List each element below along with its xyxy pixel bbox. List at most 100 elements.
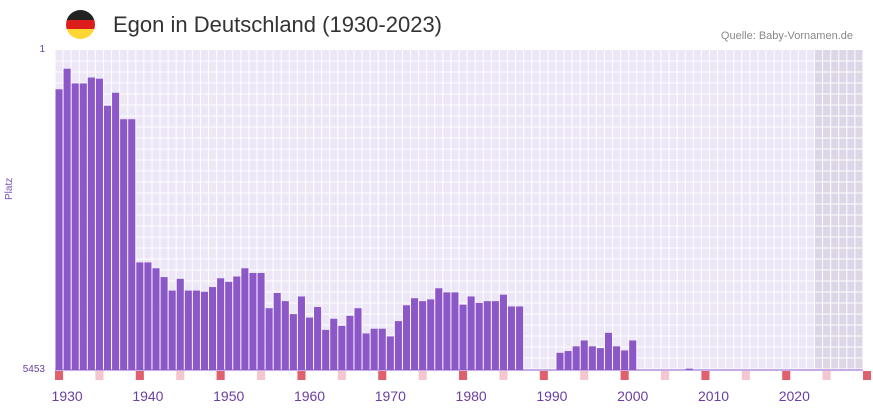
bar-1968 [370, 328, 378, 370]
half-decade-marker [418, 371, 427, 380]
bar-1946 [192, 290, 200, 370]
half-decade-marker [822, 371, 831, 380]
bar-1964 [338, 325, 346, 370]
decade-marker [701, 371, 710, 380]
x-tick-label: 1990 [536, 388, 567, 404]
bar-1979 [459, 304, 467, 370]
bar-1938 [128, 119, 136, 371]
y-tick-label-top: 1 [39, 44, 45, 55]
flag-stripe-black [66, 10, 95, 20]
bar-1948 [209, 287, 217, 370]
bar-1955 [265, 308, 273, 370]
half-decade-marker [337, 371, 346, 380]
bar-1954 [257, 272, 265, 370]
bar-1970 [386, 336, 394, 370]
x-tick-label: 2000 [617, 388, 648, 404]
bar-1973 [411, 298, 419, 370]
bar-1996 [596, 348, 604, 370]
bar-1982 [483, 301, 491, 370]
bar-1992 [564, 351, 572, 370]
bar-1962 [322, 329, 330, 370]
bar-1993 [572, 346, 580, 370]
bar-1975 [427, 299, 435, 370]
decade-marker [216, 371, 225, 380]
bar-1999 [621, 350, 629, 370]
half-decade-marker [257, 371, 266, 380]
bar-1947 [200, 291, 209, 370]
bar-1978 [451, 292, 459, 370]
bar-1977 [443, 292, 451, 370]
bar-1972 [402, 305, 411, 370]
half-decade-marker [95, 371, 104, 380]
bar-1985 [507, 306, 516, 370]
bar-1933 [87, 77, 95, 370]
x-tick-label: 1980 [456, 388, 487, 404]
bar-1945 [184, 290, 192, 370]
decade-marker [378, 371, 387, 380]
bar-1951 [233, 276, 241, 370]
bar-1960 [305, 317, 314, 370]
half-decade-marker [499, 371, 508, 380]
bar-1969 [378, 328, 386, 370]
bar-1994 [580, 340, 588, 370]
x-tick-label: 2020 [779, 388, 810, 404]
source-credit: Quelle: Baby-Vornamen.de [720, 30, 853, 42]
x-tick-label: 1970 [375, 388, 406, 404]
x-tick-label: 1930 [52, 388, 83, 404]
decade-marker [135, 371, 144, 380]
half-decade-marker [580, 371, 589, 380]
bar-1965 [346, 315, 354, 370]
y-tick-label-bottom: 5453 [22, 364, 45, 375]
bar-1929 [55, 89, 63, 370]
bar-1959 [297, 296, 305, 370]
bar-1995 [588, 346, 596, 370]
decade-marker [539, 371, 548, 380]
x-tick-label: 1960 [294, 388, 325, 404]
bar-1956 [273, 292, 281, 370]
flag-stripe-gold [66, 29, 95, 39]
bar-1997 [604, 332, 613, 370]
bar-1983 [491, 301, 499, 370]
bar-1967 [362, 333, 370, 370]
x-tick-label: 1940 [132, 388, 163, 404]
bar-1971 [394, 321, 402, 370]
bar-1998 [613, 346, 621, 370]
bar-2007 [685, 368, 693, 370]
bar-1953 [249, 272, 257, 370]
bar-1980 [467, 296, 475, 370]
bar-1931 [71, 83, 79, 371]
x-tick-label: 1950 [213, 388, 244, 404]
bar-2000 [629, 340, 637, 370]
bar-1963 [330, 318, 338, 370]
bar-1984 [499, 294, 507, 370]
bar-1991 [556, 352, 564, 370]
bar-1937 [120, 119, 128, 371]
bar-1958 [289, 314, 297, 370]
decade-marker [55, 371, 64, 380]
bar-1936 [112, 92, 120, 371]
decade-marker [782, 371, 791, 380]
bar-1932 [79, 83, 87, 371]
bar-1935 [103, 105, 112, 371]
chart-title: Egon in Deutschland (1930-2023) [113, 12, 443, 37]
bar-1966 [354, 308, 362, 370]
bar-1944 [176, 278, 184, 370]
bar-1939 [136, 262, 144, 370]
bar-1941 [152, 268, 160, 370]
germany-flag-icon [66, 10, 95, 39]
decade-marker [297, 371, 306, 380]
bar-1950 [225, 281, 233, 370]
flag-stripe-red [66, 19, 95, 30]
bar-1981 [475, 302, 483, 370]
bar-1930 [63, 68, 71, 371]
half-decade-marker [741, 371, 750, 380]
decade-marker [459, 371, 468, 380]
bar-1976 [435, 288, 443, 370]
bar-1961 [314, 307, 322, 370]
bar-1986 [516, 306, 524, 370]
bar-1934 [95, 78, 103, 371]
bar-1942 [160, 277, 168, 370]
half-decade-marker [661, 371, 670, 380]
bar-1949 [217, 278, 225, 370]
